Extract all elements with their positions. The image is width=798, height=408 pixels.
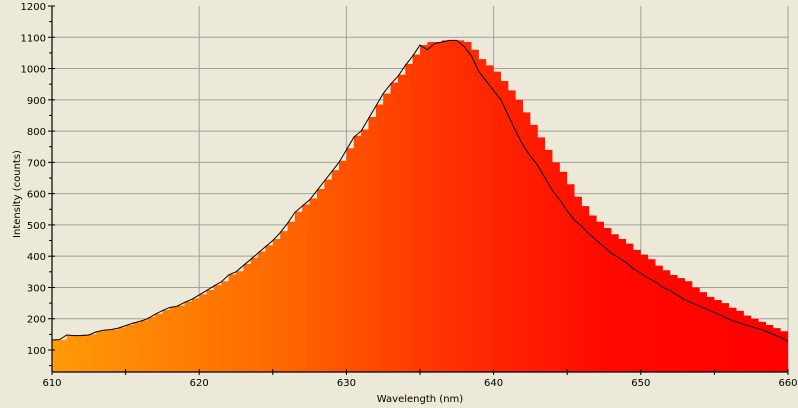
y-tick-label: 300 (27, 283, 46, 294)
x-tick-label: 640 (484, 378, 503, 389)
spectrum-fill (52, 40, 788, 373)
x-axis-tick-labels: 610 620 630 640 650 660 (42, 378, 797, 389)
x-tick-label: 630 (337, 378, 356, 389)
x-tick-label: 650 (631, 378, 650, 389)
y-tick-label: 1200 (21, 2, 46, 13)
y-tick-label: 1000 (21, 65, 46, 76)
y-tick-label: 400 (27, 252, 46, 263)
x-tick-label: 660 (778, 378, 797, 389)
spectrum-line (51, 39, 789, 342)
y-tick-label: 500 (27, 221, 46, 232)
y-tick-label: 800 (27, 127, 46, 138)
y-tick-label: 1100 (21, 33, 46, 44)
x-tick-label: 610 (42, 378, 61, 389)
x-tick-label: 620 (190, 378, 209, 389)
y-tick-label: 900 (27, 96, 46, 107)
y-tick-label: 200 (27, 315, 46, 326)
x-axis-title: Wavelength (nm) (377, 394, 463, 405)
y-axis-title: Intensity (counts) (12, 150, 23, 238)
y-tick-label: 700 (27, 158, 46, 169)
y-tick-label: 100 (27, 346, 46, 357)
axes (48, 5, 789, 375)
y-tick-label: 600 (27, 190, 46, 201)
y-axis-tick-labels: 100 200 300 400 500 600 700 800 900 1000 1100 1200 (21, 2, 46, 357)
